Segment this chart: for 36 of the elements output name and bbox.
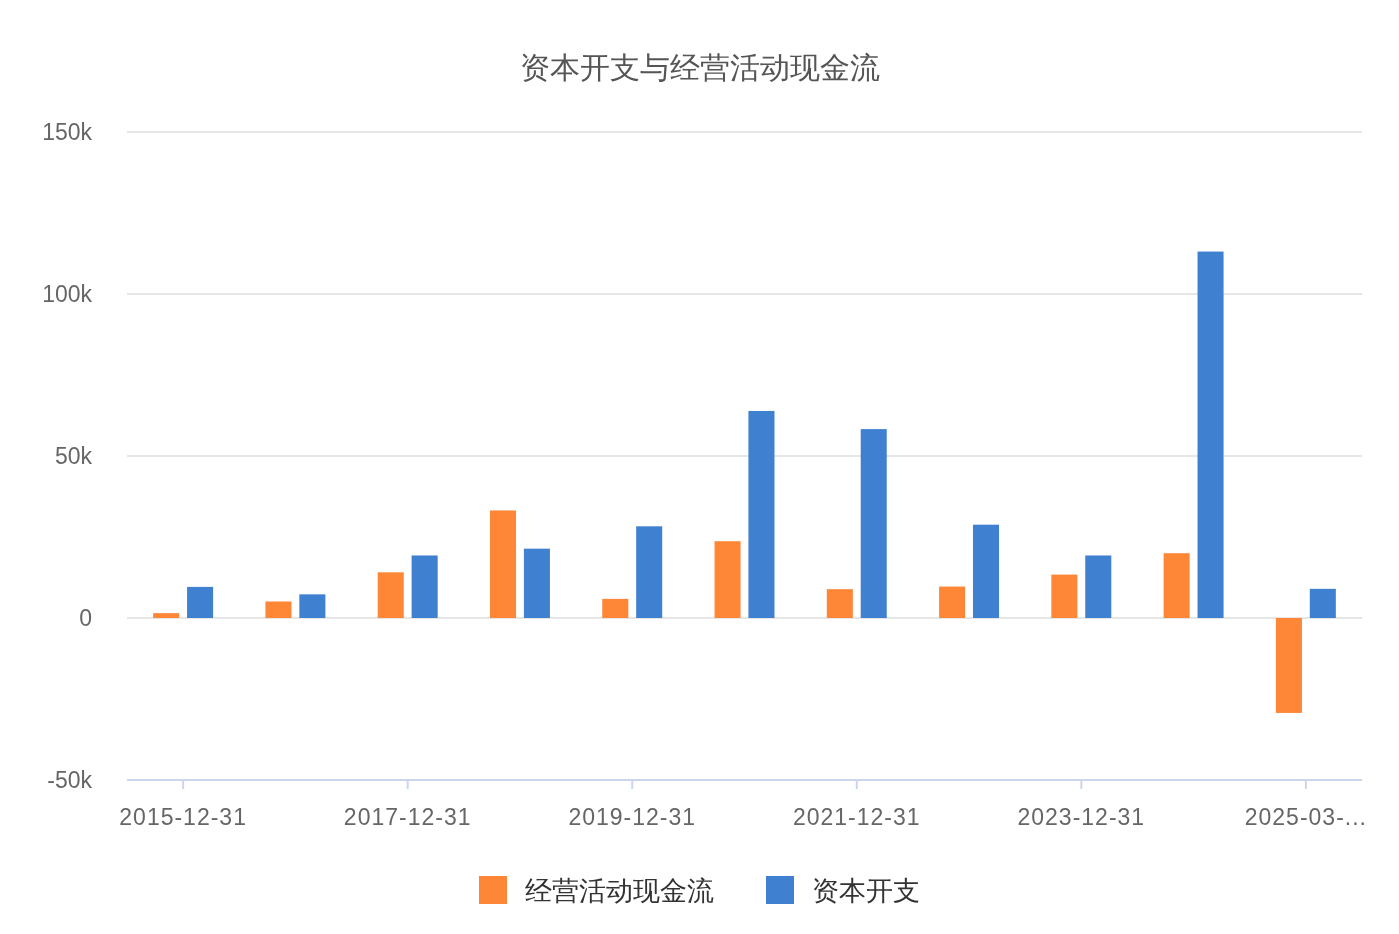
bar xyxy=(939,586,966,618)
bar xyxy=(411,555,438,618)
x-tick-label: 2023-12-31 xyxy=(1017,804,1146,830)
legend-label: 资本开支 xyxy=(812,876,920,906)
bar xyxy=(1085,555,1112,618)
bar xyxy=(748,410,775,618)
bar xyxy=(636,526,663,618)
y-tick-label: 100k xyxy=(42,281,93,307)
x-tick-label: 2017-12-31 xyxy=(343,804,472,830)
y-tick-label: 50k xyxy=(54,443,93,469)
chart-title: 资本开支与经营活动现金流 xyxy=(519,51,880,84)
bar xyxy=(187,586,214,618)
y-tick-label: 150k xyxy=(42,119,93,145)
y-tick-label: -50k xyxy=(47,767,93,793)
bar xyxy=(153,613,180,618)
bar xyxy=(265,601,292,618)
bar xyxy=(972,524,1000,618)
bar xyxy=(523,548,550,618)
bar xyxy=(1051,574,1078,618)
bar xyxy=(1197,251,1224,618)
x-tick-label: 2021-12-31 xyxy=(792,804,921,830)
x-tick-label: 2015-12-31 xyxy=(119,804,247,830)
bar xyxy=(1275,618,1302,713)
bar xyxy=(860,429,887,618)
bar xyxy=(826,589,853,618)
x-tick-label: 2025-03-... xyxy=(1244,804,1367,830)
bar xyxy=(602,598,629,618)
bar xyxy=(377,572,404,618)
bar xyxy=(1163,553,1190,618)
bar xyxy=(299,594,326,618)
x-tick-label: 2019-12-31 xyxy=(568,804,697,830)
bar xyxy=(1309,588,1336,618)
bar xyxy=(489,510,517,618)
bar xyxy=(714,541,741,618)
legend-label: 经营活动现金流 xyxy=(525,876,714,906)
y-tick-label: 0 xyxy=(79,605,92,631)
